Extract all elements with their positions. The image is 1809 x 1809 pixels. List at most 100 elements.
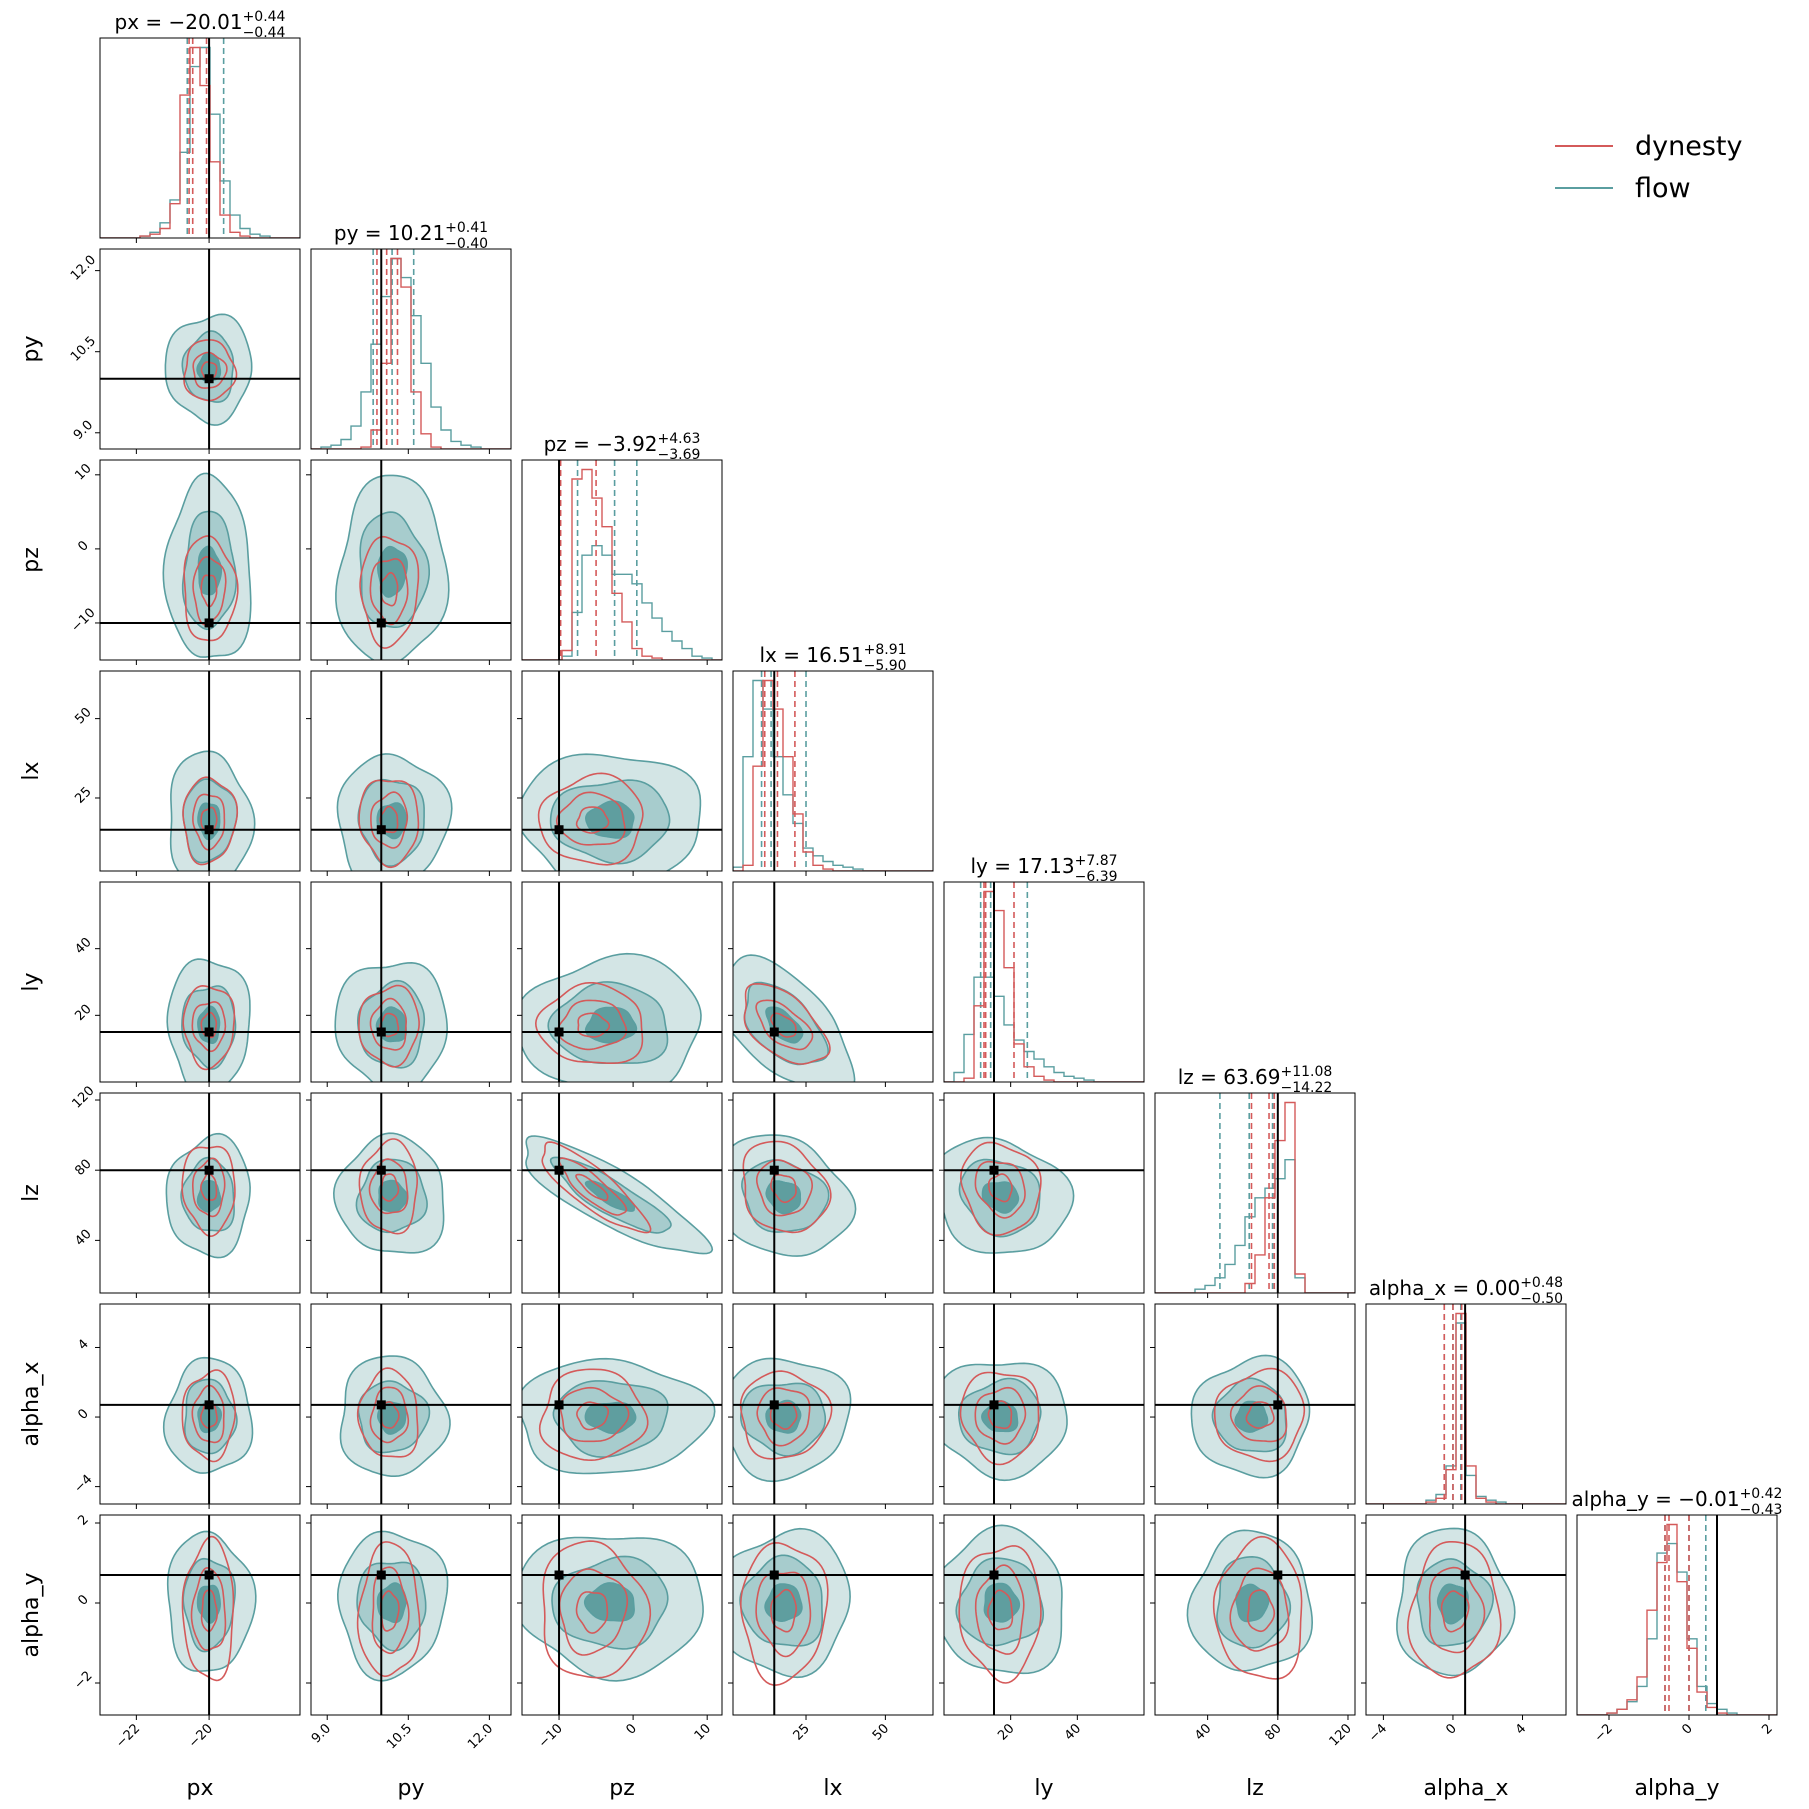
contour-flow bbox=[584, 1180, 635, 1212]
panel-content bbox=[733, 1093, 933, 1293]
panel-alpha_x-py bbox=[306, 1303, 512, 1509]
panel-frame bbox=[521, 1514, 723, 1716]
y-tick-label: −10 bbox=[69, 605, 99, 635]
panel-alpha_x-alpha_x: alpha_x = 0.00+0.48−0.50 bbox=[1365, 1275, 1567, 1509]
truth-marker bbox=[769, 1400, 779, 1410]
truth-marker bbox=[376, 1400, 386, 1410]
contour-dynesty bbox=[555, 791, 626, 846]
panel-frame bbox=[943, 1514, 1145, 1716]
x-tick-label: 40 bbox=[1062, 1721, 1084, 1743]
contour-dynesty bbox=[1245, 1401, 1275, 1429]
contour-dynesty bbox=[191, 1384, 225, 1444]
panel-frame bbox=[310, 670, 512, 872]
truth-marker bbox=[204, 1165, 214, 1175]
y-axis-label-py: py bbox=[19, 336, 44, 363]
y-tick-label: 25 bbox=[72, 784, 94, 806]
panel-frame bbox=[943, 881, 1145, 1083]
truth-marker bbox=[376, 618, 386, 628]
title-sub: −6.39 bbox=[1075, 869, 1118, 885]
truth-marker bbox=[204, 825, 214, 835]
panel-content bbox=[311, 882, 511, 1082]
x-axis-label-ly: ly bbox=[1034, 1776, 1053, 1801]
truth-marker bbox=[554, 825, 564, 835]
panel-content bbox=[1366, 1515, 1566, 1715]
contour-dynesty bbox=[770, 1173, 797, 1204]
histogram-dynesty bbox=[1155, 1101, 1355, 1293]
histogram-flow bbox=[944, 976, 1144, 1082]
y-tick-label: 120 bbox=[69, 1083, 97, 1111]
title-sub: −3.69 bbox=[658, 447, 701, 463]
panel-frame bbox=[732, 1514, 934, 1716]
legend-entry-dynesty: dynesty bbox=[1555, 125, 1742, 167]
panel-lz-px: 40 80 120 bbox=[69, 1083, 301, 1298]
y-tick-label: 10.5 bbox=[68, 334, 99, 365]
contour-dynesty bbox=[370, 791, 409, 849]
contour-dynesty bbox=[1213, 1367, 1306, 1463]
contour-dynesty bbox=[379, 571, 399, 607]
y-tick-label: −4 bbox=[71, 1472, 95, 1496]
y-axis-label-lx: lx bbox=[19, 761, 44, 780]
panel-frame bbox=[310, 1092, 512, 1294]
x-tick-label: 10 bbox=[692, 1721, 714, 1743]
histogram-dynesty bbox=[311, 257, 511, 449]
histogram-dynesty bbox=[522, 468, 722, 660]
truth-marker bbox=[769, 1027, 779, 1037]
panel-lx-pz bbox=[517, 670, 723, 876]
truth-marker bbox=[204, 1027, 214, 1037]
panel-alpha_y-px: −22 −20−202 bbox=[71, 1512, 301, 1751]
contour-dynesty bbox=[200, 1589, 218, 1633]
contour-dynesty bbox=[380, 1401, 400, 1429]
panel-frame bbox=[732, 670, 934, 872]
y-tick-label: 80 bbox=[72, 1157, 94, 1179]
panel-lx-lx: lx = 16.51+8.91−5.90 bbox=[732, 642, 934, 876]
panel-content bbox=[311, 671, 511, 871]
legend-entry-flow: flow bbox=[1555, 167, 1742, 209]
x-tick-label: 50 bbox=[870, 1721, 892, 1743]
legend-swatch-flow bbox=[1555, 187, 1613, 189]
y-tick-label: 20 bbox=[72, 1002, 94, 1024]
contour-flow bbox=[981, 1181, 1020, 1214]
contour-dynesty bbox=[1428, 1566, 1486, 1654]
panel-alpha_y-ly: 20 40 bbox=[939, 1514, 1145, 1744]
contour-dynesty bbox=[368, 1158, 409, 1215]
contour-dynesty bbox=[192, 793, 226, 851]
x-tick-label: −10 bbox=[536, 1721, 566, 1751]
y-tick-label: 2 bbox=[75, 1512, 91, 1528]
panel-lz-py bbox=[306, 1092, 512, 1298]
contour-dynesty bbox=[558, 1568, 629, 1656]
panel-content bbox=[944, 882, 1144, 1082]
panel-ly-ly: ly = 17.13+7.87−6.39 bbox=[943, 853, 1145, 1087]
truth-marker bbox=[204, 1570, 214, 1580]
panel-frame bbox=[521, 1303, 723, 1505]
title-sup: +0.41 bbox=[445, 220, 488, 236]
panel-pz-py bbox=[306, 459, 512, 665]
panel-frame bbox=[732, 881, 934, 1083]
panel-lx-px: 25 50 bbox=[72, 670, 301, 876]
y-tick-label: −2 bbox=[71, 1668, 95, 1692]
y-axis-label-lz: lz bbox=[19, 1184, 44, 1202]
panel-content bbox=[522, 1515, 722, 1715]
panel-frame bbox=[99, 1303, 301, 1505]
panel-content bbox=[311, 1304, 511, 1504]
panel-frame bbox=[310, 459, 512, 661]
panel-content bbox=[522, 671, 722, 871]
x-tick-label: −20 bbox=[186, 1721, 216, 1751]
title-sup: +0.48 bbox=[1520, 1275, 1563, 1291]
panel-lz-ly bbox=[939, 1092, 1145, 1298]
y-axis-label-ly: ly bbox=[19, 972, 44, 991]
panel-frame bbox=[521, 670, 723, 872]
panel-content bbox=[1155, 1515, 1355, 1715]
panel-frame bbox=[943, 1303, 1145, 1505]
y-axis-label-alpha_y: alpha_y bbox=[19, 1572, 44, 1657]
truth-marker bbox=[989, 1570, 999, 1580]
contour-dynesty bbox=[534, 982, 644, 1064]
panel-frame bbox=[1365, 1303, 1567, 1505]
panel-frame bbox=[1154, 1514, 1356, 1716]
panel-content bbox=[100, 249, 300, 449]
contour-dynesty bbox=[192, 351, 228, 389]
contour-dynesty bbox=[192, 1157, 226, 1218]
contour-dynesty bbox=[369, 1386, 410, 1444]
x-tick-label: 10.5 bbox=[384, 1721, 415, 1752]
y-tick-label: 40 bbox=[72, 1227, 94, 1249]
truth-marker bbox=[554, 1027, 564, 1037]
